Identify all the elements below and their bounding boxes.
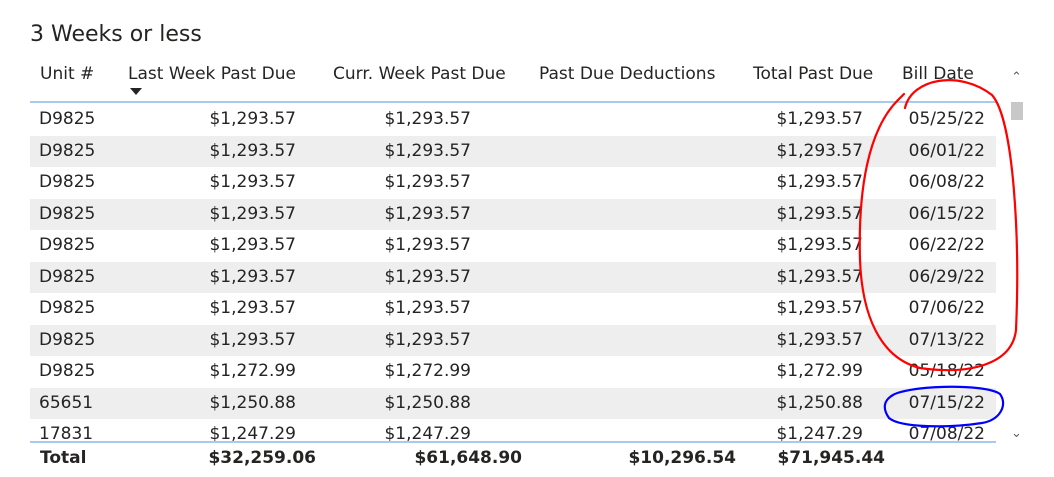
cell-bill-date: 07/15/22 — [908, 392, 985, 413]
cell-total-past-due: $1,293.57 — [776, 140, 863, 161]
total-label: Total — [40, 448, 87, 468]
table-row[interactable]: D9825 $1,293.57 $1,293.57 $1,293.57 06/0… — [30, 135, 996, 167]
table-row[interactable]: D9825 $1,293.57 $1,293.57 $1,293.57 07/0… — [30, 293, 996, 324]
table-row[interactable]: D9825 $1,293.57 $1,293.57 $1,293.57 06/0… — [30, 167, 996, 198]
cell-bill-date: 06/22/22 — [908, 235, 985, 255]
column-header-curr-week-past-due[interactable]: Curr. Week Past Due — [333, 64, 506, 84]
cell-curr-week-past-due: $1,293.57 — [384, 140, 471, 161]
cell-bill-date: 07/13/22 — [908, 329, 985, 350]
cell-unit: D9825 — [39, 172, 96, 192]
cell-last-week-past-due: $1,293.57 — [209, 266, 296, 287]
table-row[interactable]: D9825 $1,293.57 $1,293.57 $1,293.57 06/2… — [30, 230, 996, 261]
cell-bill-date: 05/25/22 — [908, 109, 985, 129]
cell-last-week-past-due: $1,293.57 — [209, 298, 296, 318]
cell-bill-date: 07/06/22 — [908, 298, 985, 318]
column-header-past-due-deductions[interactable]: Past Due Deductions — [539, 64, 716, 84]
cell-last-week-past-due: $1,293.57 — [209, 172, 296, 192]
scrollbar-thumb[interactable] — [1011, 102, 1023, 120]
cell-last-week-past-due: $1,293.57 — [209, 235, 296, 255]
cell-unit: D9825 — [39, 361, 96, 381]
visual-title: 3 Weeks or less — [30, 22, 202, 47]
cell-unit: D9825 — [39, 203, 96, 224]
cell-total-past-due: $1,293.57 — [776, 203, 863, 224]
cell-total-past-due: $1,293.57 — [776, 329, 863, 350]
column-header-bill-date[interactable]: Bill Date — [902, 64, 974, 84]
cell-total-past-due: $1,293.57 — [776, 235, 863, 255]
table-row[interactable]: D9825 $1,293.57 $1,293.57 $1,293.57 06/2… — [30, 261, 996, 293]
cell-last-week-past-due: $1,293.57 — [209, 109, 296, 129]
cell-unit: D9825 — [39, 329, 96, 350]
cell-unit: 65651 — [39, 392, 94, 413]
table-row[interactable]: 17831 $1,247.29 $1,247.29 $1,247.29 07/0… — [30, 419, 996, 442]
cell-curr-week-past-due: $1,293.57 — [384, 298, 471, 318]
cell-bill-date: 07/08/22 — [908, 424, 985, 442]
cell-curr-week-past-due: $1,293.57 — [384, 109, 471, 129]
total-total-past-due: $71,945.44 — [777, 448, 885, 468]
cell-total-past-due: $1,247.29 — [776, 424, 863, 442]
table-row[interactable]: D9825 $1,293.57 $1,293.57 $1,293.57 07/1… — [30, 324, 996, 356]
cell-curr-week-past-due: $1,250.88 — [384, 392, 471, 413]
table-row[interactable]: 65651 $1,250.88 $1,250.88 $1,250.88 07/1… — [30, 387, 996, 419]
cell-last-week-past-due: $1,293.57 — [209, 329, 296, 350]
cell-total-past-due: $1,293.57 — [776, 172, 863, 192]
cell-curr-week-past-due: $1,293.57 — [384, 235, 471, 255]
cell-total-past-due: $1,272.99 — [776, 361, 863, 381]
cell-total-past-due: $1,293.57 — [776, 298, 863, 318]
header-divider — [30, 101, 996, 103]
chevron-up-icon[interactable]: ⌃ — [1011, 70, 1022, 85]
cell-last-week-past-due: $1,247.29 — [209, 424, 296, 442]
column-header-last-week-past-due[interactable]: Last Week Past Due — [128, 64, 296, 84]
table-body[interactable]: D9825 $1,293.57 $1,293.57 $1,293.57 05/2… — [30, 104, 996, 442]
vertical-scrollbar[interactable]: ⌃ ⌄ — [1008, 64, 1026, 454]
cell-last-week-past-due: $1,293.57 — [209, 203, 296, 224]
cell-bill-date: 06/15/22 — [908, 203, 985, 224]
totals-divider — [30, 441, 996, 443]
cell-unit: D9825 — [39, 235, 96, 255]
cell-last-week-past-due: $1,250.88 — [209, 392, 296, 413]
table-row[interactable]: D9825 $1,293.57 $1,293.57 $1,293.57 06/1… — [30, 198, 996, 230]
cell-unit: D9825 — [39, 298, 96, 318]
cell-unit: D9825 — [39, 266, 96, 287]
sort-descending-icon[interactable] — [130, 88, 142, 95]
cell-last-week-past-due: $1,293.57 — [209, 140, 296, 161]
cell-total-past-due: $1,293.57 — [776, 266, 863, 287]
cell-bill-date: 06/08/22 — [908, 172, 985, 192]
cell-curr-week-past-due: $1,293.57 — [384, 203, 471, 224]
table-row[interactable]: D9825 $1,272.99 $1,272.99 $1,272.99 05/1… — [30, 356, 996, 387]
chevron-down-icon[interactable]: ⌄ — [1011, 426, 1022, 441]
cell-unit: D9825 — [39, 140, 96, 161]
total-last-week-past-due: $32,259.06 — [208, 448, 316, 468]
cell-unit: D9825 — [39, 109, 96, 129]
cell-curr-week-past-due: $1,247.29 — [384, 424, 471, 442]
cell-curr-week-past-due: $1,293.57 — [384, 172, 471, 192]
cell-last-week-past-due: $1,272.99 — [209, 361, 296, 381]
cell-bill-date: 06/01/22 — [908, 140, 985, 161]
total-curr-week-past-due: $61,648.90 — [414, 448, 522, 468]
cell-curr-week-past-due: $1,272.99 — [384, 361, 471, 381]
cell-curr-week-past-due: $1,293.57 — [384, 266, 471, 287]
cell-unit: 17831 — [39, 424, 94, 442]
cell-bill-date: 06/29/22 — [908, 266, 985, 287]
column-header-unit[interactable]: Unit # — [40, 64, 95, 84]
column-header-total-past-due[interactable]: Total Past Due — [753, 64, 874, 84]
red-circle-annotation — [896, 92, 906, 102]
cell-total-past-due: $1,293.57 — [776, 109, 863, 129]
cell-curr-week-past-due: $1,293.57 — [384, 329, 471, 350]
cell-bill-date: 05/18/22 — [908, 361, 985, 381]
table-row[interactable]: D9825 $1,293.57 $1,293.57 $1,293.57 05/2… — [30, 104, 996, 135]
total-past-due-deductions: $10,296.54 — [628, 448, 736, 468]
cell-total-past-due: $1,250.88 — [776, 392, 863, 413]
